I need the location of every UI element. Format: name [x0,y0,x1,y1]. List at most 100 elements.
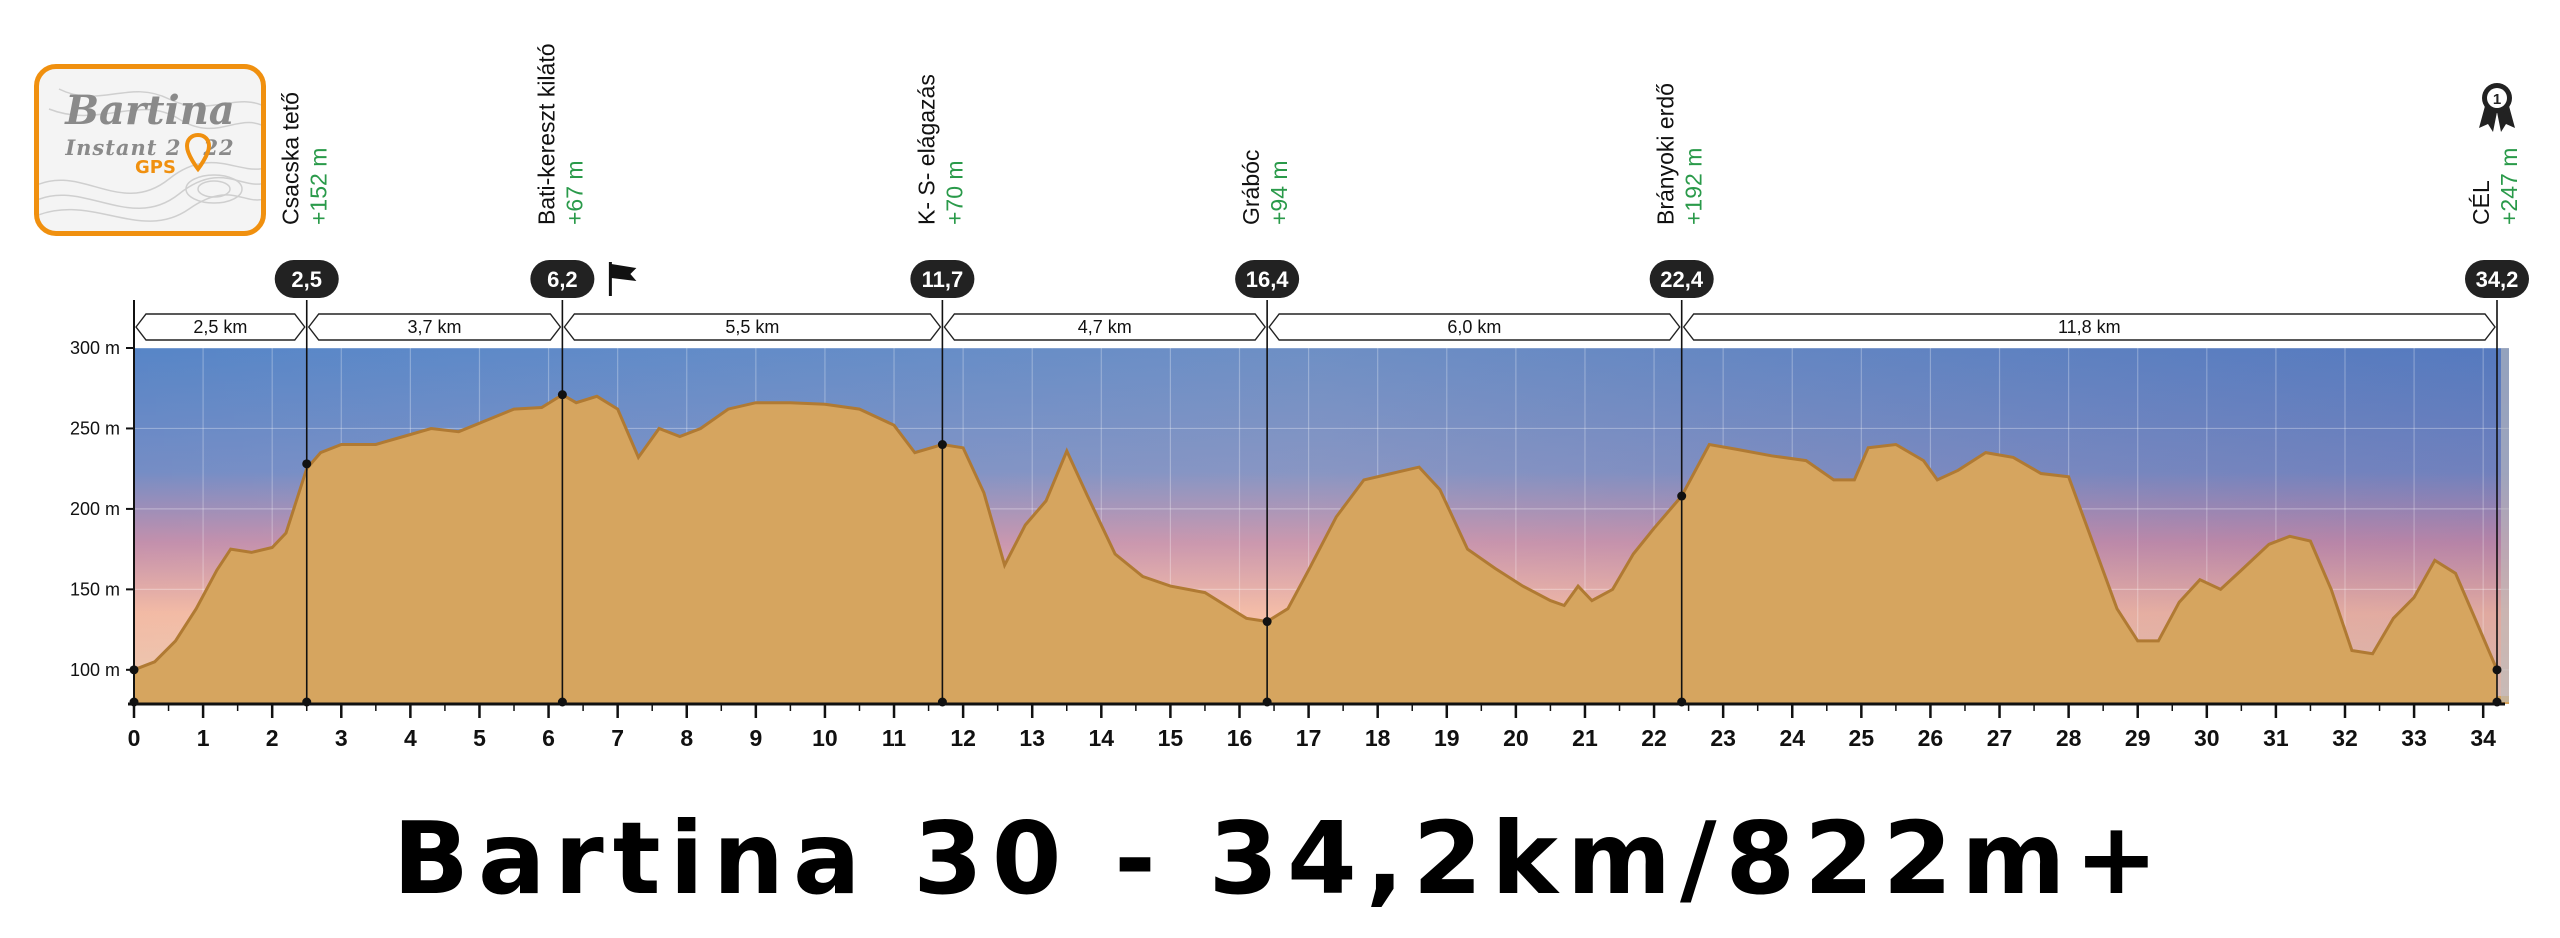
logo-subtitle: Instant 2 22 [39,135,261,160]
checkpoint-badge [2465,260,2529,298]
segment-box [563,313,942,341]
x-tick-label: 16 [1227,725,1253,751]
x-tick-label: 30 [2194,725,2220,751]
plot-right-edge [2501,348,2509,702]
chart-title: Bartina 30 - 34,2km/822m+ [392,800,2168,917]
checkpoint-badge-label: 2,5 [291,267,322,292]
x-tick-label: 12 [950,725,976,751]
checkpoint-label-group: K- S- elágazás +70 m [913,74,967,225]
elevation-area [134,394,2497,702]
checkpoint-badge-label: 6,2 [547,267,578,292]
x-tick-label: 34 [2470,725,2496,751]
x-tick-label: 32 [2332,725,2358,751]
checkpoint-label-group: Csacska tető +152 m [278,92,332,225]
checkpoint-climb: +67 m [561,160,587,225]
y-tick-label: 100 m [70,660,120,680]
segment-label: 2,5 km [193,317,247,337]
checkpoint-point [937,440,947,450]
x-tick-label: 33 [2401,725,2427,751]
checkpoint-climb: +192 m [1681,148,1707,225]
checkpoint-badge-label: 11,7 [922,267,964,292]
medal-inner [2487,88,2507,108]
segment-box [943,313,1267,341]
topographic-contour-icon [39,88,261,222]
x-tick-label: 11 [882,725,907,751]
checkpoint-climb: +152 m [306,148,332,225]
x-tick-label: 20 [1503,725,1529,751]
elevation-line [133,392,2499,672]
segment-label: 11,8 km [2058,317,2121,337]
medal-ribbon-right [2497,106,2515,132]
segment-label: 5,5 km [725,317,779,337]
x-tick-label: 23 [1710,725,1736,751]
x-tick-label: 13 [1019,725,1045,751]
x-tick-label: 31 [2263,725,2289,751]
logo-gps: GPS [135,157,176,178]
segment-label: 3,7 km [408,317,462,337]
checkpoint-point [1677,491,1687,501]
checkpoint-label-group: Brányoki erdő +192 m [1653,83,1707,225]
x-tick-label: 29 [2125,725,2151,751]
x-tick-label: 9 [749,725,762,751]
checkpoint-name: Brányoki erdő [1653,83,1679,225]
checkpoint-label-group: Grábóc +94 m [1238,150,1292,225]
flag-icon [608,262,637,296]
checkpoint-badge [1235,260,1300,298]
checkpoint-name: Csacska tető [278,92,304,225]
checkpoint-climb: +94 m [1266,160,1292,225]
checkpoint-badge-label: 34,2 [2476,267,2519,292]
x-tick-label: 2 [266,725,279,751]
x-tick-label: 17 [1296,725,1322,751]
segment-box [1268,313,1681,341]
x-tick-label: 4 [404,725,417,751]
checkpoint-climb: +70 m [941,160,967,225]
x-tick-label: 3 [335,725,348,751]
baseline-band [134,696,2509,704]
x-tick-label: 8 [680,725,693,751]
x-tick-label: 25 [1849,725,1875,751]
x-tick-label: 10 [812,725,838,751]
x-tick-label: 21 [1572,725,1598,751]
x-tick-label: 1 [197,725,210,751]
checkpoint-badge [274,260,339,298]
x-tick-label: 6 [542,725,555,751]
checkpoint-point [302,459,312,469]
x-tick-label: 28 [2056,725,2082,751]
x-tick-label: 14 [1089,725,1115,751]
checkpoint-label-group: CÉL +247 m [2468,148,2522,225]
checkpoint-point [1262,617,1272,627]
x-tick-label: 7 [611,725,624,751]
medal-ribbon-left [2479,106,2497,132]
logo-title: Bartina [65,87,235,134]
checkpoint-point [2492,665,2502,675]
checkpoint-badge-label: 22,4 [1660,267,1704,292]
segment-box [307,313,562,341]
y-tick-label: 250 m [70,418,120,438]
x-tick-label: 0 [128,725,141,751]
checkpoint-name: Bati-kereszt kilátó [533,43,559,225]
y-tick-label: 300 m [70,338,120,358]
checkpoint-badge [1649,260,1714,298]
x-tick-label: 19 [1434,725,1460,751]
checkpoint-point [557,390,567,400]
checkpoint-label-group: Bati-kereszt kilátó +67 m [533,43,587,225]
bartina-logo: Bartina Instant 2 22 GPS [34,64,266,236]
y-tick-label: 200 m [70,499,120,519]
map-pin-icon [185,133,211,173]
segment-box [135,313,306,341]
x-tick-label: 24 [1779,725,1805,751]
checkpoint-badge [910,260,975,298]
checkpoint-climb: +247 m [2496,148,2522,225]
logo-subtitle-left: Instant 2 [65,135,182,160]
y-tick-label: 150 m [70,579,120,599]
x-tick-label: 26 [1918,725,1944,751]
x-tick-label: 18 [1365,725,1391,751]
segment-label: 6,0 km [1447,317,1501,337]
x-tick-label: 27 [1987,725,2013,751]
x-tick-label: 5 [473,725,486,751]
medal-number: 1 [2493,91,2501,108]
x-tick-label: 22 [1641,725,1667,751]
checkpoint-name: CÉL [2468,180,2494,225]
checkpoint-badge [530,260,595,298]
